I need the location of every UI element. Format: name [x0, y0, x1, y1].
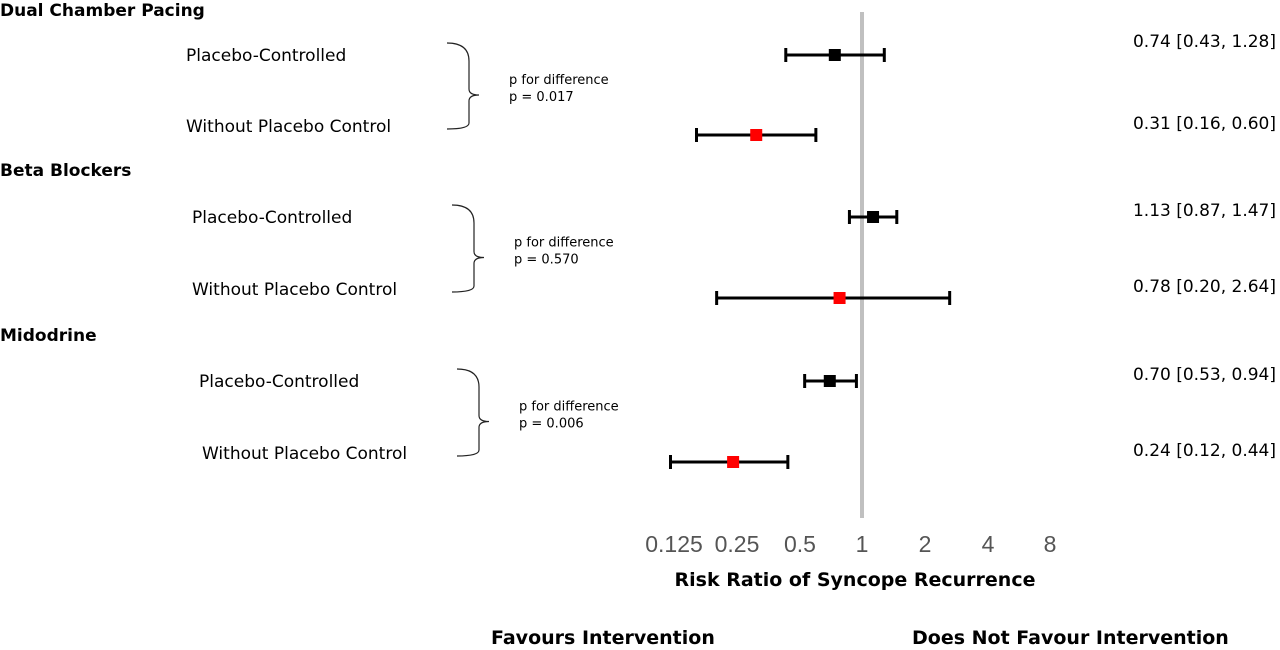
row-label: Without Placebo Control — [202, 444, 407, 464]
row-label: Placebo-Controlled — [186, 46, 346, 66]
favours-right-label: Does Not Favour Intervention — [912, 627, 1229, 649]
row-label: Placebo-Controlled — [192, 208, 352, 228]
group-title: Dual Chamber Pacing — [0, 1, 205, 21]
point-estimate — [727, 456, 740, 468]
row-label: Without Placebo Control — [186, 117, 391, 137]
brace-icon — [456, 368, 490, 457]
estimate-text: 0.70 [0.53, 0.94] — [1133, 365, 1276, 385]
p-value: p = 0.006 — [519, 417, 584, 432]
row-label: Placebo-Controlled — [199, 372, 359, 392]
point-estimate — [823, 375, 836, 387]
tick-label: 8 — [1044, 531, 1057, 557]
p-value: p = 0.017 — [509, 90, 574, 105]
tick-label: 0.25 — [715, 531, 760, 557]
p-label: p for difference — [519, 400, 619, 415]
estimate-text: 0.74 [0.43, 1.28] — [1133, 32, 1276, 52]
row-label: Without Placebo Control — [192, 280, 397, 300]
tick-label: 1 — [856, 531, 869, 557]
brace-icon — [451, 204, 485, 293]
point-estimate — [750, 129, 763, 141]
brace-icon — [446, 42, 480, 130]
favours-left-label: Favours Intervention — [491, 627, 715, 649]
p-label: p for difference — [514, 236, 614, 251]
p-label: p for difference — [509, 73, 609, 88]
p-value: p = 0.570 — [514, 253, 579, 268]
point-estimate — [867, 211, 880, 223]
point-estimate — [833, 292, 846, 304]
estimate-text: 0.24 [0.12, 0.44] — [1133, 441, 1276, 461]
estimate-text: 1.13 [0.87, 1.47] — [1133, 201, 1276, 221]
tick-label: 2 — [919, 531, 932, 557]
tick-label: 4 — [982, 531, 995, 557]
tick-label: 0.5 — [784, 531, 816, 557]
estimate-text: 0.31 [0.16, 0.60] — [1133, 114, 1276, 134]
tick-label: 0.125 — [645, 531, 703, 557]
point-estimate — [828, 49, 841, 61]
group-title: Beta Blockers — [0, 161, 131, 181]
group-title: Midodrine — [0, 326, 97, 346]
estimate-text: 0.78 [0.20, 2.64] — [1133, 277, 1276, 297]
x-axis-label: Risk Ratio of Syncope Recurrence — [675, 569, 1036, 591]
